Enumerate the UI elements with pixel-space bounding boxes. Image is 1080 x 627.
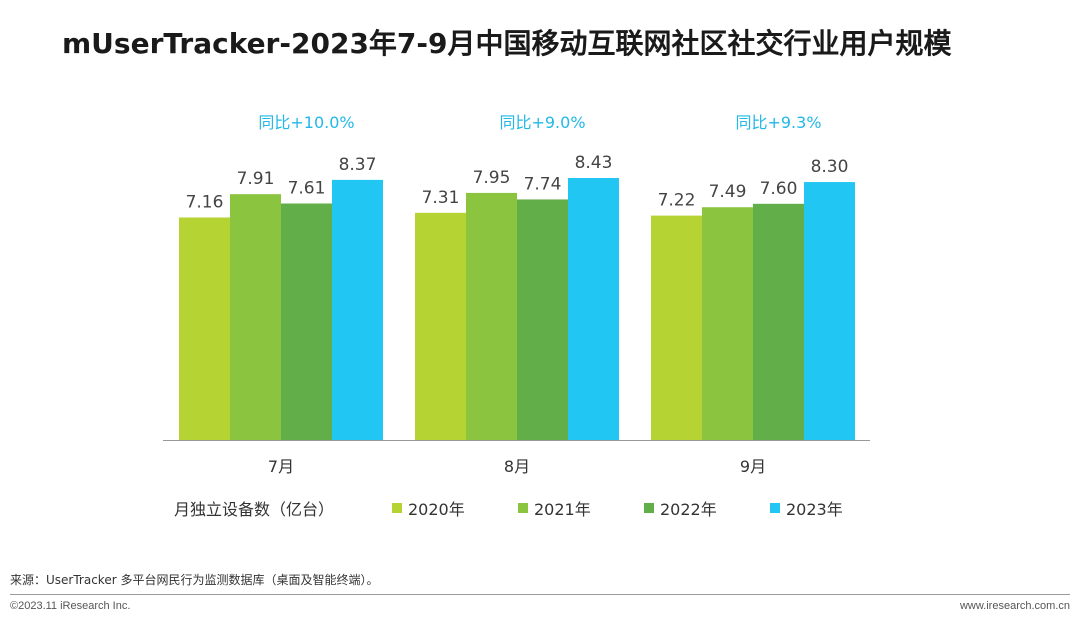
bar-2020年-9月 — [651, 215, 702, 440]
legend-swatch-2020 — [392, 503, 402, 513]
bar-2020年-7月 — [179, 217, 230, 440]
data-label: 7.61 — [288, 178, 326, 198]
legend-item-2020: 2020年 — [392, 496, 465, 520]
bar-2021年-8月 — [466, 192, 517, 440]
bar-2023年-8月 — [568, 178, 619, 440]
chart-title: mUserTracker-2023年7-9月中国移动互联网社区社交行业用户规模 — [62, 27, 952, 60]
bar-2021年-9月 — [702, 207, 753, 440]
bar-2022年-7月 — [281, 203, 332, 440]
footer-divider — [10, 594, 1070, 595]
bar-chart: 7.16 7.91 7.61 8.37 同比+10.0% 7月 7.31 7.95 7.74 8.… — [163, 113, 870, 476]
legend-swatch-2022 — [644, 503, 654, 513]
data-label: 7.49 — [709, 182, 747, 202]
data-label: 7.31 — [422, 188, 460, 208]
legend-label-2020: 2020年 — [408, 500, 465, 519]
bar-2021年-7月 — [230, 194, 281, 440]
x-tick-label: 9月 — [740, 457, 766, 476]
data-label: 7.16 — [186, 192, 224, 212]
data-label: 7.22 — [658, 191, 696, 211]
legend-label-2023: 2023年 — [786, 500, 843, 519]
copyright: ©2023.11 iResearch Inc. — [10, 600, 131, 612]
data-label: 8.43 — [575, 153, 613, 173]
legend-item-2021: 2021年 — [518, 496, 591, 520]
legend-label-2021: 2021年 — [534, 500, 591, 519]
bar-2023年-9月 — [804, 182, 855, 440]
bar-2020年-8月 — [415, 212, 466, 440]
data-label: 7.91 — [237, 169, 275, 189]
bar-2022年-9月 — [753, 203, 804, 440]
legend-label-2022: 2022年 — [660, 500, 717, 519]
data-label: 7.74 — [524, 174, 562, 194]
x-tick-label: 7月 — [268, 457, 294, 476]
legend-swatch-2021 — [518, 503, 528, 513]
bar-2022年-8月 — [517, 199, 568, 440]
website-link[interactable]: www.iresearch.com.cn — [959, 600, 1070, 612]
legend-swatch-2023 — [770, 503, 780, 513]
source-note: 来源：UserTracker 多平台网民行为监测数据库（桌面及智能终端）。 — [10, 573, 379, 587]
yoy-annotation: 同比+9.3% — [735, 113, 821, 132]
legend-item-2022: 2022年 — [644, 496, 717, 520]
data-label: 8.37 — [339, 155, 377, 175]
data-label: 8.30 — [811, 157, 849, 177]
data-label: 7.60 — [760, 179, 798, 199]
legend-item-2023: 2023年 — [770, 496, 843, 520]
bar-2023年-7月 — [332, 179, 383, 441]
data-label: 7.95 — [473, 168, 511, 188]
x-tick-label: 8月 — [504, 457, 530, 476]
y-axis-label: 月独立设备数（亿台） — [174, 500, 335, 519]
yoy-annotation: 同比+10.0% — [258, 113, 354, 132]
yoy-annotation: 同比+9.0% — [499, 113, 585, 132]
legend: 月独立设备数（亿台） 2020年 2021年 2022年 2023年 — [0, 496, 1080, 520]
